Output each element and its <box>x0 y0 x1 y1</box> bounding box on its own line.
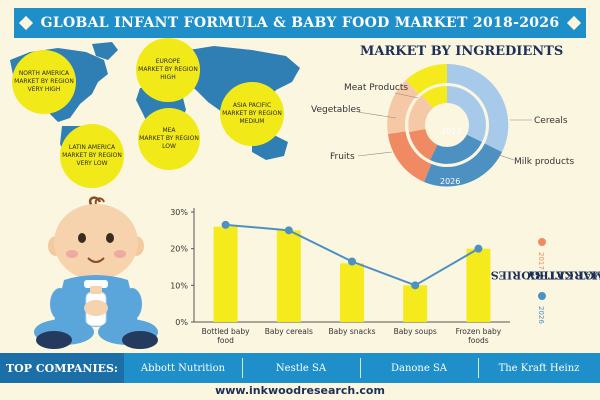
leader-fruits <box>357 151 393 157</box>
leader-milk-products <box>495 153 515 161</box>
region-bubble-latin-america: LATIN AMERICA MARKET BY REGION VERY LOW <box>60 124 124 188</box>
company-kraft-heinz: The Kraft Heinz <box>498 362 580 374</box>
y-tick-label: 10% <box>170 281 188 290</box>
region-bubble-mea: MEA MARKET BY REGION LOW <box>138 108 200 170</box>
product-categories-title: MARKET BYPRODUCT CATEGORIES <box>491 268 600 282</box>
ingredients-donut: 2017 2026 <box>387 63 509 187</box>
leader-meat-products <box>394 92 419 99</box>
company-abbott: Abbott Nutrition <box>140 362 226 374</box>
category-label: Bottled baby food <box>202 327 251 345</box>
ingredient-label-milk-products: Milk products <box>514 157 575 167</box>
ingredient-leader-lines <box>357 92 532 161</box>
legend-label-2026: 2026 <box>537 306 545 324</box>
company-separator <box>360 358 361 378</box>
title-diamond-right <box>567 15 582 31</box>
company-danone: Danone SA <box>390 362 448 374</box>
map-greenland <box>92 42 118 60</box>
ingredient-label-fruits: Fruits <box>330 152 355 162</box>
line-point-1 <box>284 226 293 235</box>
company-separator <box>242 358 243 378</box>
product-category-chart: 0% 10% 20% 30% Bottled baby food Baby cereals B… <box>170 208 510 345</box>
legend-label-2017: 2017 <box>537 252 545 270</box>
top-companies-label: TOP COMPANIES: <box>0 353 124 383</box>
legend-swatch-2026 <box>538 292 546 300</box>
infographic-title: GLOBAL INFANT FORMULA & BABY FOOD MARKET… <box>40 15 560 31</box>
ingredient-label-vegetables: Vegetables <box>311 105 361 115</box>
y-tick-label: 0% <box>175 318 188 327</box>
line-point-0 <box>221 220 230 229</box>
region-bubble-europe: EUROPE MARKET BY REGION HIGH <box>136 38 200 102</box>
inner-year-label: 2017 <box>441 127 461 136</box>
bar-4 <box>466 248 491 322</box>
website-url: www.inkwoodresearch.com <box>215 384 385 397</box>
ingredient-label-meat-products: Meat Products <box>344 83 409 93</box>
ingredient-label-cereals: Cereals <box>534 116 568 126</box>
bar-1 <box>276 230 301 322</box>
category-label: Baby snacks <box>329 327 376 336</box>
category-label: Baby cereals <box>265 327 313 336</box>
bar-0 <box>213 226 238 322</box>
ingredients-title: MARKET BY INGREDIENTS <box>360 44 564 59</box>
outer-year-label: 2026 <box>440 177 460 186</box>
y-tick-label: 30% <box>170 208 188 217</box>
bar-2 <box>340 263 364 322</box>
line-point-4 <box>474 244 483 253</box>
line-point-2 <box>348 257 356 266</box>
company-separator <box>478 358 479 378</box>
baby-mascot <box>34 196 158 349</box>
company-nestle: Nestle SA <box>275 362 327 374</box>
line-point-3 <box>411 281 420 290</box>
title-diamond-left <box>18 15 33 31</box>
bar-3 <box>403 285 428 322</box>
title-bar: GLOBAL INFANT FORMULA & BABY FOOD MARKET… <box>14 8 586 38</box>
y-tick-label: 20% <box>170 245 188 254</box>
region-bubble-asia-pacific: ASIA PACIFIC MARKET BY REGION MEDIUM <box>220 82 284 146</box>
category-label: Baby soups <box>394 327 437 336</box>
region-bubble-north-america: NORTH AMERICA MARKET BY REGION VERY HIGH <box>12 50 76 114</box>
product-chart-legend: 2017 2026 <box>537 238 546 324</box>
category-label: Frozen baby foods <box>456 327 502 345</box>
legend-swatch-2017 <box>538 238 546 246</box>
leader-vegetables <box>357 111 397 119</box>
